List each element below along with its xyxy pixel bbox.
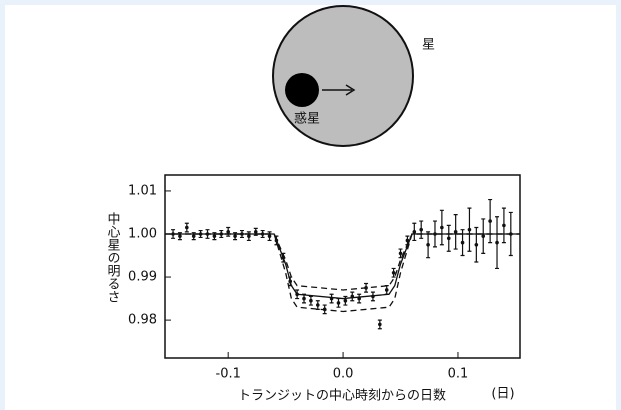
x-axis-unit: (日) (491, 387, 514, 402)
data-point (488, 219, 492, 223)
data-point (185, 226, 189, 230)
data-point (461, 241, 465, 245)
y-tick-label: 0.98 (128, 313, 157, 328)
data-point (357, 297, 361, 301)
data-point (192, 234, 196, 238)
data-point (433, 232, 437, 236)
data-point (275, 239, 279, 243)
data-point (447, 236, 451, 240)
data-point (419, 228, 423, 232)
page: 星 惑星 中心星の明るさ トランジットの中心時刻からの日数 (日) 0.98 0.… (0, 0, 621, 410)
data-point (199, 232, 203, 236)
data-point (268, 234, 272, 238)
y-axis-label: 中心星の明るさ (105, 212, 121, 303)
data-point (371, 295, 375, 299)
data-point (213, 234, 217, 238)
data-point (233, 234, 237, 238)
data-point (337, 301, 341, 305)
planet (285, 73, 319, 107)
data-point (364, 286, 368, 290)
data-point (323, 308, 327, 312)
data-point (240, 232, 244, 236)
data-point (254, 230, 258, 234)
data-point (330, 297, 334, 301)
data-point (378, 323, 382, 327)
data-point (309, 299, 313, 303)
x-tick-label: 0.1 (448, 367, 469, 382)
x-tick-label: 0.0 (333, 367, 354, 382)
data-point (261, 232, 265, 236)
x-axis-label: トランジットの中心時刻からの日数 (238, 389, 446, 404)
data-point (392, 271, 396, 275)
data-point (468, 228, 472, 232)
data-point (426, 243, 430, 247)
data-point (502, 224, 506, 228)
y-tick-label: 1.01 (128, 183, 157, 198)
data-point (178, 234, 182, 238)
data-point (171, 232, 175, 236)
data-point (316, 303, 320, 307)
data-point (440, 226, 444, 230)
data-point (509, 232, 513, 236)
y-tick-label: 0.99 (128, 270, 157, 285)
planet-label: 惑星 (294, 111, 320, 127)
y-tick-label: 1.00 (128, 226, 157, 241)
data-point (288, 280, 292, 284)
data-point (495, 241, 499, 245)
data-point (406, 239, 410, 243)
data-point (219, 232, 223, 236)
data-point (226, 230, 230, 234)
data-point (454, 230, 458, 234)
data-point (247, 234, 251, 238)
data-point (302, 297, 306, 301)
star-label: 星 (422, 38, 435, 53)
x-tick-label: -0.1 (216, 367, 241, 382)
data-point (385, 288, 389, 292)
figure: 星 惑星 中心星の明るさ トランジットの中心時刻からの日数 (日) 0.98 0.… (0, 0, 621, 410)
data-point (350, 295, 354, 299)
data-point (399, 252, 403, 256)
data-point (282, 256, 286, 260)
data-point (344, 299, 348, 303)
data-point (475, 243, 479, 247)
data-point (413, 230, 417, 234)
data-point (206, 232, 210, 236)
data-point (481, 234, 485, 238)
data-point (295, 292, 299, 296)
